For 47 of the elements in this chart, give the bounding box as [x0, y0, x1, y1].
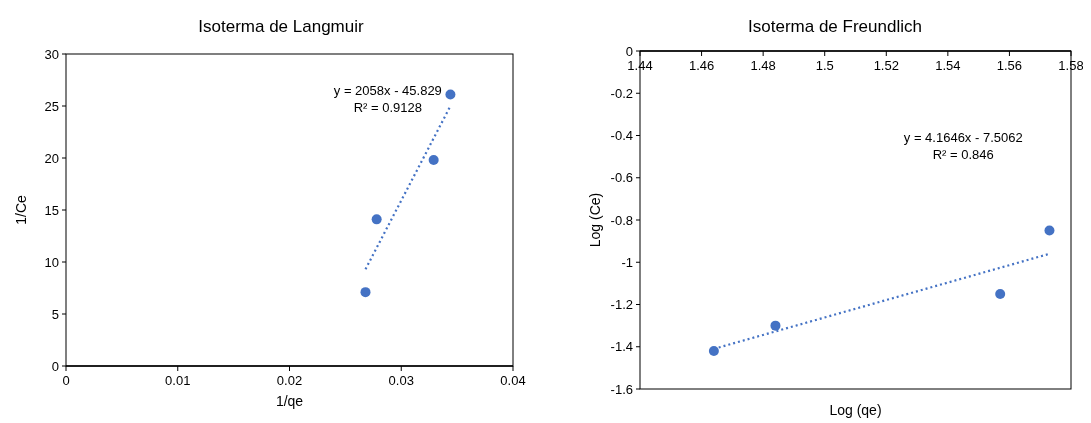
x-tick-label: 1.56: [996, 58, 1023, 73]
x-tick-label: 1.54: [935, 58, 961, 73]
y-tick-label: 5: [51, 306, 59, 322]
point: [360, 287, 371, 298]
x-tick-label: 1.46: [688, 58, 715, 73]
x-tick-label: 0: [62, 373, 70, 388]
point: [445, 89, 456, 100]
y-tick-label: -0.4: [610, 128, 633, 143]
x-tick-label: 0.02: [276, 373, 303, 388]
point: [770, 320, 781, 331]
y-tick-label: 0: [51, 358, 59, 374]
y-tick-label: -0.8: [610, 212, 633, 228]
point: [371, 214, 382, 225]
x-tick-label: 0.03: [388, 373, 414, 388]
x-tick-label: 1.58: [1058, 58, 1084, 73]
y-tick-label: 25: [44, 98, 59, 114]
annotation: R² = 0.846: [932, 147, 994, 163]
point: [708, 345, 719, 356]
y-tick-label: 15: [44, 202, 59, 218]
chart-title: Isoterma de Freundlich: [748, 17, 922, 36]
point: [995, 288, 1006, 299]
x-tick-label: 1.44: [627, 58, 653, 73]
x-tick-label: 0.04: [500, 373, 526, 388]
y-tick-label: -0.6: [610, 170, 633, 186]
y-tick-label: 20: [44, 150, 59, 166]
annotation: y = 4.1646x - 7.5062: [903, 130, 1023, 146]
x-tick-label: 1.52: [873, 58, 899, 73]
y-tick-label: -1.4: [610, 339, 633, 355]
y-axis-title: Log (Ce): [587, 192, 603, 248]
y-tick-label: 30: [44, 46, 59, 62]
chart-title: Isoterma de Langmuir: [198, 17, 365, 36]
y-tick-label: 10: [44, 254, 59, 270]
y-tick-label: 0: [625, 43, 633, 59]
x-tick-label: 1.48: [750, 58, 776, 73]
y-tick-label: -1: [621, 254, 633, 270]
y-tick-label: -1.6: [610, 381, 633, 397]
x-axis-title: Log (qe): [829, 402, 882, 418]
x-tick-label: 1.5: [815, 58, 834, 73]
x-axis-title: 1/qe: [275, 393, 304, 409]
y-tick-label: -0.2: [610, 85, 633, 101]
annotation: y = 2058x - 45.829: [333, 82, 442, 98]
point: [1044, 225, 1055, 236]
point: [428, 155, 439, 166]
annotation: R² = 0.9128: [353, 99, 422, 115]
y-axis-title: 1/Ce: [13, 195, 29, 225]
x-tick-label: 0.01: [165, 373, 191, 388]
y-tick-label: -1.2: [610, 297, 633, 312]
